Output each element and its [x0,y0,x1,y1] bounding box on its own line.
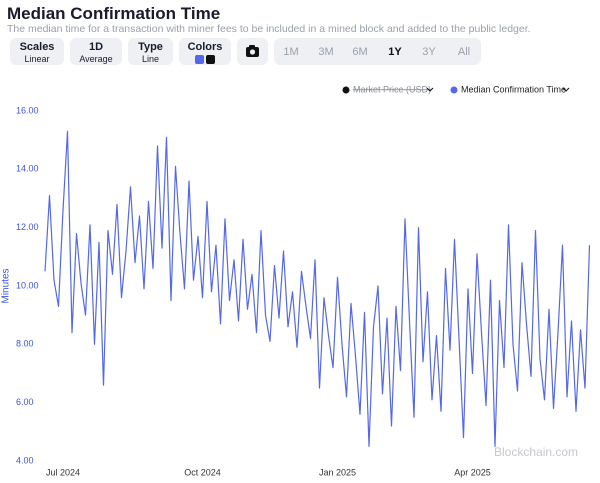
watermark: Blockchain.com [494,445,578,459]
colors-button[interactable]: Colors [179,38,231,65]
swatch [195,55,204,64]
x-tick-label: Jul 2024 [46,467,80,477]
swatch [206,55,215,64]
data-line [44,130,591,447]
y-tick-label: 12.00 [16,222,39,232]
title: Median Confirmation Time [7,4,221,23]
legend-entry-hidden[interactable]: Market Price (USD) [353,84,431,94]
camera-icon [246,45,259,57]
button-label: Type [138,41,163,53]
button-label: 1D [88,41,104,53]
y-tick-label: 8.00 [16,339,34,349]
legend-marker [342,86,350,94]
type-button[interactable]: Type Line [128,38,173,65]
y-tick-label: 4.00 [16,455,34,465]
legend-marker [450,86,458,94]
y-tick-label: 16.00 [16,105,39,115]
camera-button[interactable] [237,38,268,65]
range-selector: 1M 3M 6M 1Y 3Y All [274,38,481,65]
x-tick-label: Apr 2025 [454,467,491,477]
scales-button[interactable]: Scales Linear [10,38,64,65]
y-tick-label: 10.00 [16,280,39,290]
y-tick-label: 6.00 [16,397,34,407]
button-label: Colors [187,41,223,53]
y-tick-label: 14.00 [16,164,39,174]
range-option[interactable]: 1Y [388,46,402,58]
range-option[interactable]: 1M [283,46,299,58]
y-axis-label: Minutes [1,268,12,303]
button-label: Scales [19,41,55,53]
x-tick-label: Oct 2024 [184,467,221,477]
button-value: Linear [24,54,50,64]
period-button[interactable]: 1D Average [70,38,122,65]
range-option[interactable]: All [457,46,471,58]
button-value: Average [79,54,113,64]
subtitle: The median time for a transaction with m… [7,23,531,35]
range-option[interactable]: 3M [318,46,334,58]
x-tick-label: Jan 2025 [319,467,356,477]
range-option[interactable]: 3Y [422,46,436,58]
range-option[interactable]: 6M [352,46,368,58]
legend-entry[interactable]: Median Confirmation Time [461,84,566,94]
button-value: Line [141,54,159,64]
